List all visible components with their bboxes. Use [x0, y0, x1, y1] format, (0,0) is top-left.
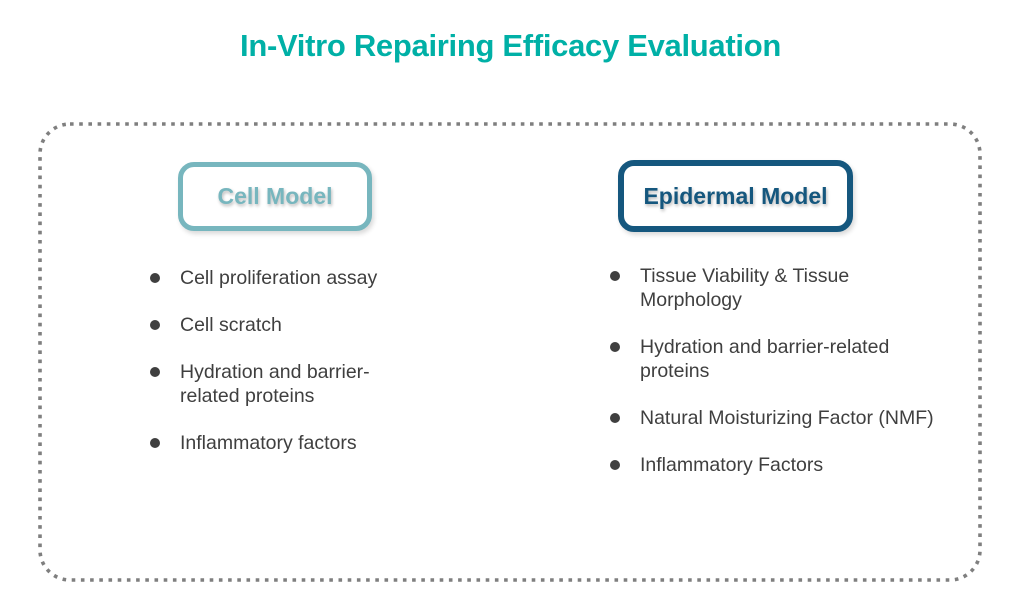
bullet-icon — [150, 320, 160, 330]
bullet-icon — [150, 367, 160, 377]
list-item-text: Cell proliferation assay — [180, 267, 378, 289]
epidermal-model-label: Epidermal Model — [643, 182, 828, 209]
bullet-icon — [610, 271, 620, 281]
bullet-icon — [610, 413, 620, 423]
list-item-text: Hydration and barrier-related proteins — [640, 336, 890, 382]
bullet-icon — [610, 342, 620, 352]
list-item: Natural Moisturizing Factor (NMF) — [610, 406, 940, 430]
cell-model-list: Cell proliferation assay Cell scratch Hy… — [150, 266, 412, 478]
list-item-text: Cell scratch — [180, 314, 282, 336]
bullet-icon — [610, 460, 620, 470]
list-item: Hydration and barrier-related proteins — [150, 360, 412, 408]
list-item: Cell proliferation assay — [150, 266, 412, 290]
list-item-text: Tissue Viability & Tissue Morphology — [640, 265, 850, 311]
list-item: Hydration and barrier-related proteins — [610, 335, 940, 383]
epidermal-model-list: Tissue Viability & Tissue Morphology Hyd… — [610, 264, 940, 500]
list-item: Inflammatory Factors — [610, 453, 940, 477]
cell-model-header: Cell Model — [178, 162, 372, 231]
epidermal-model-header: Epidermal Model — [618, 160, 853, 232]
list-item: Tissue Viability & Tissue Morphology — [610, 264, 940, 312]
list-item-text: Inflammatory Factors — [640, 454, 824, 476]
bullet-icon — [150, 273, 160, 283]
cell-model-label: Cell Model — [217, 183, 333, 209]
evaluation-panel: Cell Model Epidermal Model Cell prolifer… — [38, 122, 982, 582]
list-item-text: Hydration and barrier-related proteins — [180, 361, 370, 407]
list-item: Inflammatory factors — [150, 431, 412, 455]
list-item-text: Inflammatory factors — [180, 432, 357, 454]
list-item-text: Natural Moisturizing Factor (NMF) — [640, 407, 934, 429]
page-title: In-Vitro Repairing Efficacy Evaluation — [240, 28, 781, 63]
bullet-icon — [150, 438, 160, 448]
dotted-border — [38, 122, 982, 582]
list-item: Cell scratch — [150, 313, 412, 337]
